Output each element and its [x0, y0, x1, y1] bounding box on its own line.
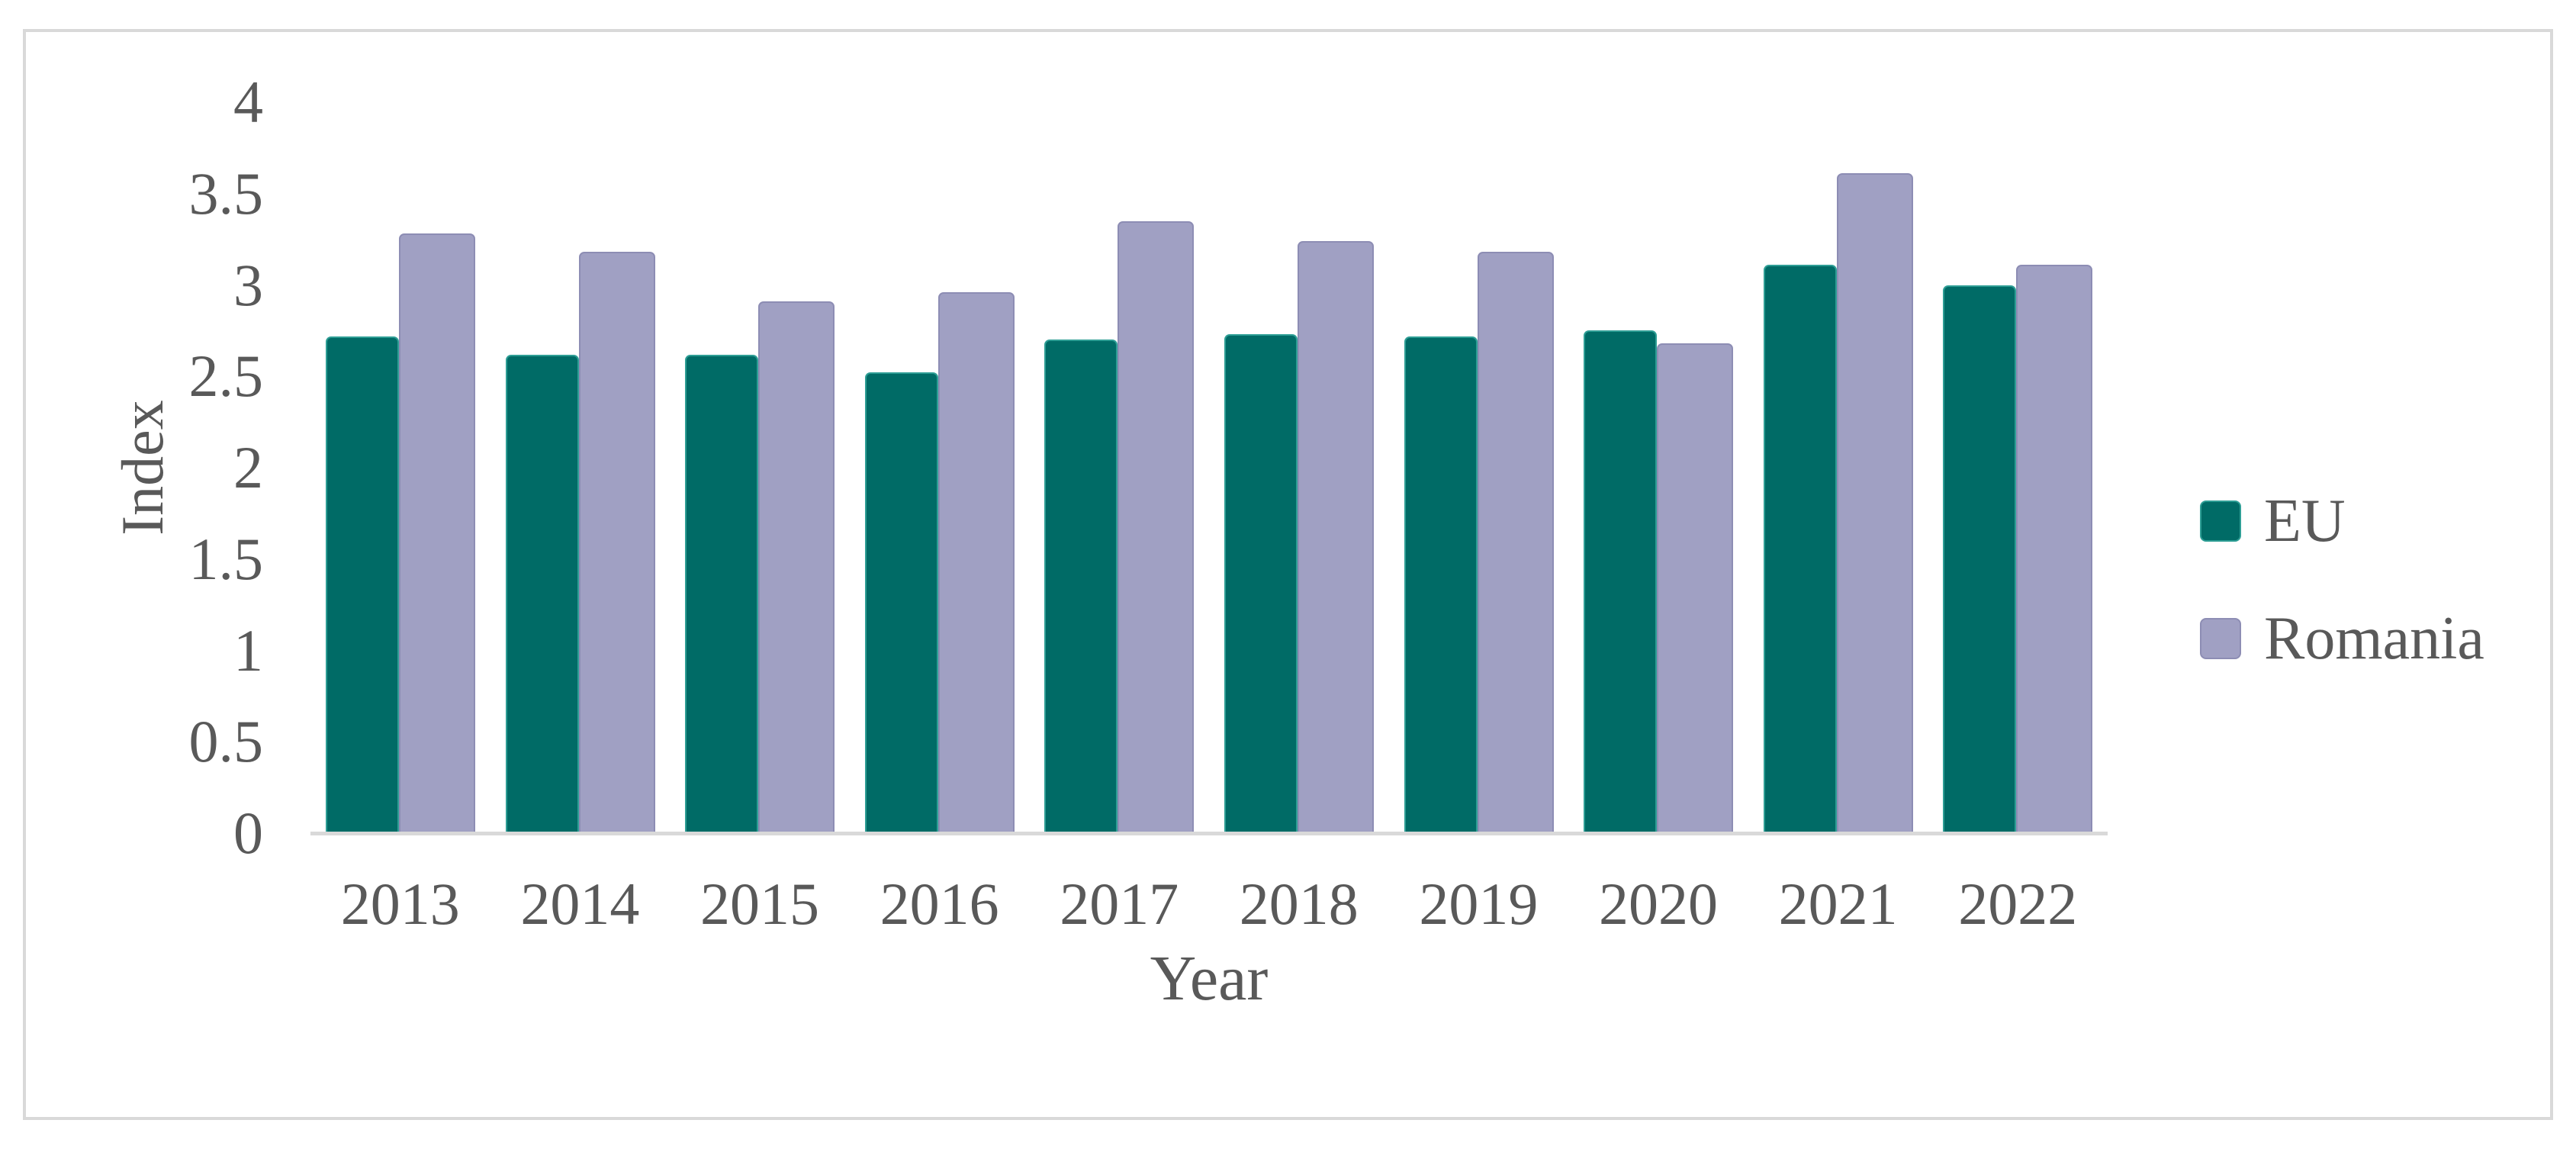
bar-romania-2020: [1657, 343, 1734, 833]
bar-eu-2015: [685, 354, 759, 833]
bar-romania-2018: [1298, 241, 1374, 833]
bar-eu-2014: [505, 354, 579, 833]
x-tick-label-2021: 2021: [1778, 871, 1898, 937]
bar-romania-2017: [1118, 220, 1195, 833]
legend-item-eu: EU: [2200, 479, 2484, 563]
bar-eu-2021: [1763, 265, 1837, 833]
y-tick-label-1.5: 1.5: [188, 525, 264, 592]
bar-romania-2019: [1477, 252, 1554, 833]
bar-eu-2019: [1404, 336, 1478, 833]
x-tick-label-2019: 2019: [1419, 871, 1539, 937]
legend-item-romania: Romania: [2200, 597, 2484, 681]
legend-swatch-romania: [2200, 618, 2241, 659]
bar-romania-2013: [399, 233, 475, 833]
legend-label-romania: Romania: [2264, 605, 2484, 672]
x-tick-label-2014: 2014: [520, 871, 640, 937]
x-axis-title: Year: [1150, 943, 1269, 1014]
x-tick-label-2020: 2020: [1598, 871, 1718, 937]
y-tick-label-2.5: 2.5: [188, 343, 264, 410]
bar-eu-2020: [1584, 330, 1658, 833]
y-tick-label-1: 1: [233, 616, 263, 684]
legend-label-eu: EU: [2264, 488, 2346, 555]
x-tick-label-2013: 2013: [340, 871, 460, 937]
x-axis-line: [310, 832, 2108, 835]
bar-eu-2018: [1224, 334, 1298, 833]
x-tick-label-2017: 2017: [1060, 871, 1179, 937]
x-tick-label-2016: 2016: [880, 871, 999, 937]
legend-swatch-eu: [2200, 500, 2241, 542]
bar-romania-2021: [1836, 173, 1913, 833]
x-tick-label-2015: 2015: [699, 871, 819, 937]
bar-romania-2022: [2016, 265, 2093, 833]
x-tick-label-2022: 2022: [1958, 871, 2078, 937]
y-tick-label-4: 4: [233, 69, 263, 135]
bar-eu-2017: [1044, 340, 1118, 833]
y-tick-label-2: 2: [233, 434, 263, 500]
bar-romania-2016: [937, 292, 1015, 833]
bar-eu-2016: [864, 372, 938, 833]
legend: EU Romania: [2200, 479, 2484, 714]
y-tick-label-3: 3: [233, 251, 263, 318]
x-tick-label-2018: 2018: [1239, 871, 1359, 937]
bar-romania-2014: [578, 252, 655, 833]
y-tick-label-3.5: 3.5: [188, 159, 264, 227]
bar-eu-2013: [326, 336, 399, 833]
bar-eu-2022: [1943, 285, 2017, 833]
bar-romania-2015: [758, 301, 835, 833]
y-tick-label-0.5: 0.5: [188, 708, 264, 775]
y-tick-label-0: 0: [233, 800, 263, 866]
